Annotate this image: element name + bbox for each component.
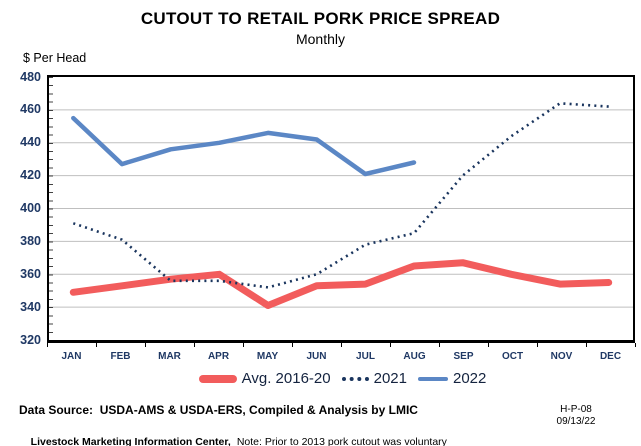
series-plot bbox=[49, 101, 633, 309]
legend-label: 2022 bbox=[452, 370, 487, 387]
x-tick-label: JUL bbox=[356, 351, 375, 362]
legend-label: 2021 bbox=[373, 370, 407, 387]
x-tick-label: AUG bbox=[403, 351, 426, 362]
y-tick-label: 460 bbox=[20, 102, 41, 116]
series-line-2021 bbox=[72, 101, 609, 289]
y-tick-label: 360 bbox=[20, 267, 41, 281]
y-axis-minor-ticks bbox=[49, 77, 53, 340]
y-tick-label: 380 bbox=[20, 234, 41, 248]
footer-organization: Livestock Marketing Information Center, bbox=[30, 436, 231, 446]
x-tick-label: NOV bbox=[550, 351, 573, 362]
y-tick-label: 340 bbox=[20, 300, 41, 314]
chart-legend: Avg. 2016-20 2021 2022 bbox=[22, 370, 641, 387]
x-tick-label: OCT bbox=[501, 351, 524, 362]
y-tick-label: 400 bbox=[20, 201, 41, 215]
legend-swatch-blue-line bbox=[417, 376, 448, 381]
x-tick-label: MAR bbox=[158, 351, 181, 362]
footer-note: Note: Prior to 2013 pork cutout was volu… bbox=[236, 436, 447, 446]
footer-reference-block: H-P-08 09/13/22 bbox=[544, 404, 608, 428]
x-tick-label: JAN bbox=[61, 351, 82, 362]
y-tick-label: 320 bbox=[20, 333, 41, 347]
x-axis-tick-labels: JAN FEB MAR APR MAY JUN JUL AUG SEP OCT NOV DEC bbox=[47, 351, 635, 362]
reference-date: 09/13/22 bbox=[556, 416, 596, 427]
series-line-avg-2016-20 bbox=[69, 259, 613, 309]
x-tick-label: DEC bbox=[599, 351, 622, 362]
y-axis-unit-label: $ Per Head bbox=[23, 51, 87, 65]
data-source-line: Data Source: USDA-AMS & USDA-ERS, Compil… bbox=[19, 403, 418, 417]
x-tick-label: APR bbox=[207, 351, 230, 362]
x-tick-label: MAY bbox=[256, 351, 279, 362]
series-line-2022 bbox=[71, 115, 417, 177]
legend-item-2021: 2021 bbox=[341, 370, 407, 387]
y-tick-label: 420 bbox=[20, 168, 41, 182]
chart-title: CUTOUT TO RETAIL PORK PRICE SPREAD bbox=[140, 9, 501, 28]
legend-swatch-thick-red-line bbox=[198, 374, 237, 383]
y-tick-label: 480 bbox=[20, 70, 41, 84]
x-tick-label: FEB bbox=[110, 351, 131, 362]
legend-item-2022: 2022 bbox=[417, 370, 487, 387]
footer-org-note-line: Livestock Marketing Information Center, N… bbox=[19, 424, 447, 446]
y-axis-tick-labels: 320 340 360 380 400 420 440 460 480 bbox=[0, 71, 41, 347]
legend-item-avg-2016-20: Avg. 2016-20 bbox=[198, 370, 331, 387]
legend-swatch-dotted-line bbox=[341, 376, 369, 381]
reference-code: H-P-08 bbox=[560, 404, 592, 415]
x-tick-label: JUN bbox=[306, 351, 327, 362]
x-axis-ticks bbox=[47, 343, 636, 347]
chart-subtitle: Monthly bbox=[295, 31, 346, 47]
x-tick-label: SEP bbox=[453, 351, 474, 362]
y-tick-label: 440 bbox=[20, 135, 41, 149]
legend-label: Avg. 2016-20 bbox=[241, 370, 331, 387]
plot-area bbox=[47, 75, 635, 343]
